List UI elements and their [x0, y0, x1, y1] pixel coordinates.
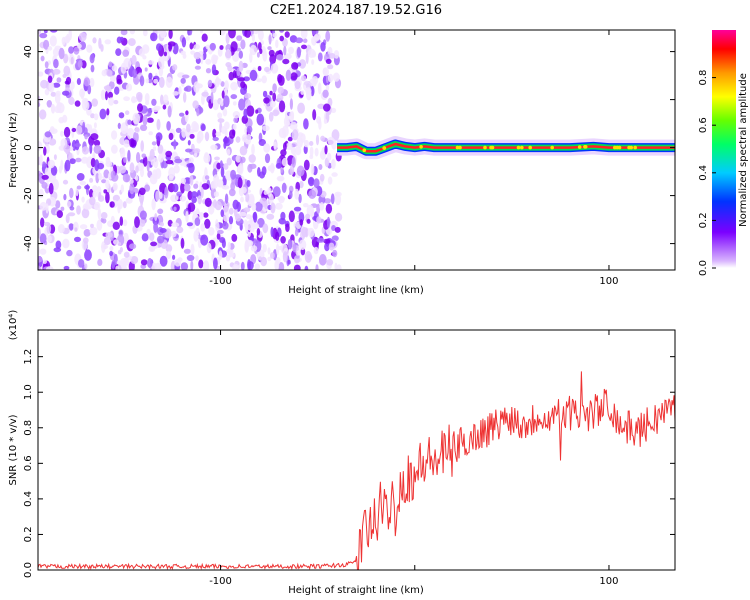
- colorbar-tick-label: 0.2: [698, 212, 709, 228]
- signal-peak: [516, 145, 521, 150]
- snr-series-line: [38, 371, 675, 570]
- snr-y-multiplier: (x10⁴): [8, 310, 19, 341]
- snr-y-tick-label: 1.2: [23, 349, 34, 365]
- spectrogram-frame: [37, 29, 676, 271]
- spectrogram-marks: [38, 30, 675, 270]
- signal-peak: [490, 145, 495, 150]
- signal-peak: [528, 145, 532, 150]
- spectrogram-y-ticks: -40 -20 0 20 40: [23, 45, 675, 252]
- spectrogram-panel: -100 100 -40 -20 0 20 40 Height of straight l…: [8, 29, 676, 296]
- signal-peak: [629, 145, 633, 150]
- signal-peak: [617, 145, 622, 150]
- snr-y-tick-label: 0.6: [23, 455, 34, 471]
- snr-y-tick-label: 0.8: [23, 420, 34, 436]
- spectrogram-x-tick-label: -100: [209, 276, 232, 287]
- spectrogram-x-axis-label: Height of straight line (km): [288, 285, 424, 296]
- signal-peak: [613, 145, 617, 150]
- signal-peak: [483, 145, 487, 150]
- signal-peak: [362, 148, 367, 152]
- signal-peak: [382, 146, 387, 150]
- signal-peak: [577, 145, 582, 149]
- spectrogram-y-tick-label: -20: [23, 187, 34, 203]
- colorbar-tick-label: 0.0: [698, 260, 709, 276]
- colorbar-tick-label: 0.8: [698, 70, 709, 86]
- colorbar: 0.0 0.2 0.4 0.6 0.8 Normalized spectral ampl…: [698, 30, 749, 276]
- snr-y-tick-label: 0.2: [23, 526, 34, 542]
- colorbar-tick-label: 0.6: [698, 117, 709, 133]
- spectrogram-y-axis-label: Frequency (Hz): [8, 112, 19, 188]
- spectrogram-y-tick-label: -40: [23, 235, 34, 251]
- colorbar-tick-label: 0.4: [698, 165, 709, 181]
- colorbar-label: Normalized spectral amplitude: [738, 73, 749, 227]
- snr-x-ticks: -100 100: [209, 330, 619, 587]
- signal-peak: [550, 145, 554, 150]
- chart-title: C2E1.2024.187.19.52.G16: [270, 3, 442, 18]
- snr-plot-area: [38, 330, 675, 570]
- snr-y-tick-label: 0.4: [23, 491, 34, 507]
- spectrogram-y-tick-label: 0: [23, 144, 34, 150]
- snr-y-ticks: 0.0 0.2 0.4 0.6 0.8 1.0 1.2: [23, 349, 675, 578]
- snr-x-tick-label: -100: [209, 576, 232, 587]
- signal-peak: [633, 145, 637, 150]
- spectrogram-y-tick-label: 40: [23, 45, 34, 58]
- snr-frame: [37, 329, 676, 571]
- signal-peak: [520, 145, 524, 150]
- signal-peak: [419, 145, 423, 149]
- signal-peak: [455, 145, 460, 150]
- spectrogram-x-ticks: -100 100: [209, 30, 619, 287]
- snr-y-axis-label: SNR (10 * v/v): [8, 414, 19, 485]
- snr-x-tick-label: 100: [599, 576, 618, 587]
- snr-x-axis-label: Height of straight line (km): [288, 585, 424, 596]
- snr-y-tick-label: 1.0: [23, 384, 34, 400]
- signal-band: [337, 136, 675, 160]
- snr-y-tick-label: 0.0: [23, 562, 34, 578]
- spectrogram-x-tick-label: 100: [599, 276, 618, 287]
- colorbar-gradient: [712, 30, 736, 268]
- spectrogram-y-tick-label: 20: [23, 93, 34, 106]
- noise-speckle: [38, 30, 343, 270]
- colorbar-ticks: 0.0 0.2 0.4 0.6 0.8: [698, 70, 716, 276]
- snr-panel: -100 100 0.0 0.2 0.4 0.6 0.8 1.0 1.2 Height of …: [8, 310, 676, 596]
- snr-marks: [38, 371, 675, 570]
- signal-peak: [458, 145, 462, 150]
- signal-peak: [583, 145, 587, 149]
